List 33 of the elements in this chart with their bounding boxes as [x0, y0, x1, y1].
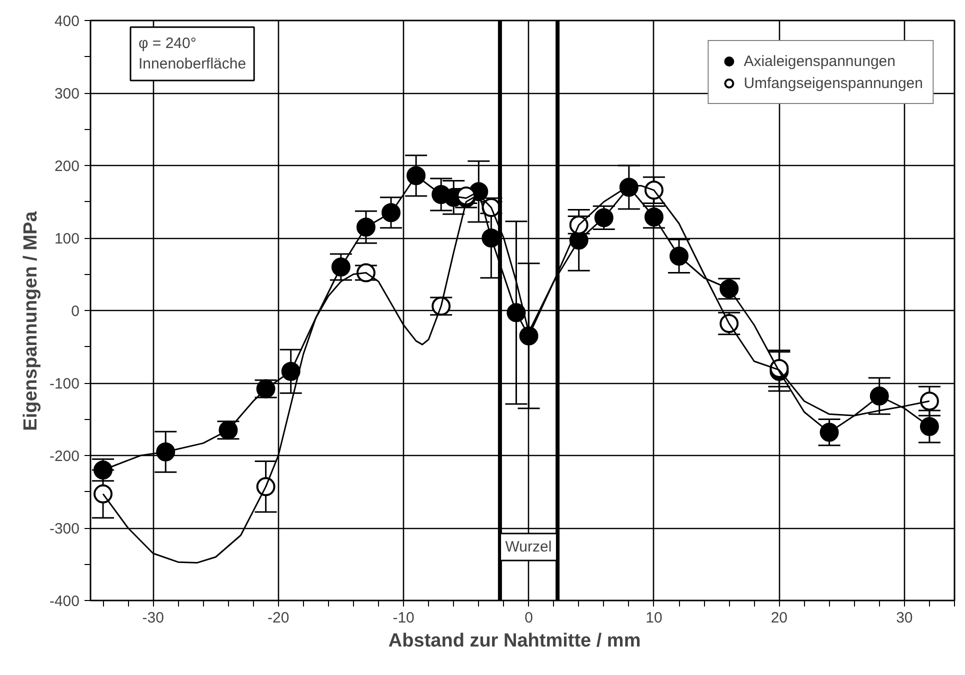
y-axis-title: Eigenspannungen / MPa [20, 210, 42, 431]
y-tick-label: 100 [54, 230, 80, 248]
point [670, 246, 689, 266]
x-tick-label: 30 [896, 610, 913, 626]
y-tick-label: 300 [54, 86, 80, 102]
point [356, 218, 376, 237]
point [920, 392, 939, 411]
annotation: φ = 240° Innenoberfläche [138, 35, 246, 72]
y-tick-label: -400 [49, 593, 80, 610]
y-tick-label: 0 [71, 303, 80, 320]
annotation: Wurzel [505, 538, 552, 556]
y-tick-label: -100 [49, 376, 80, 392]
x-tick-label: -20 [267, 610, 290, 626]
x-tick-label: -10 [392, 610, 414, 626]
point [820, 422, 839, 442]
y-tick-label: 200 [54, 158, 80, 175]
point [920, 417, 939, 436]
x-tick-label: 10 [646, 610, 662, 626]
y-tick-label: 400 [54, 13, 80, 30]
x-axis-title: Abstand zur Nahtmitte / mm [388, 630, 641, 652]
point [94, 484, 113, 504]
point [331, 258, 350, 276]
point [870, 386, 889, 406]
x-tick-label: 20 [770, 610, 788, 626]
x-tick-label: 0 [524, 610, 533, 626]
legend-label: Umfangseigenspannungen [744, 74, 923, 92]
x-tick-label: -30 [142, 610, 164, 626]
point [382, 203, 401, 222]
point [156, 442, 176, 462]
y-tick-label: -200 [49, 448, 80, 465]
legend-label: Axialeigenspannungen [744, 52, 896, 70]
y-tick-label: -300 [49, 520, 80, 538]
point [406, 166, 426, 186]
